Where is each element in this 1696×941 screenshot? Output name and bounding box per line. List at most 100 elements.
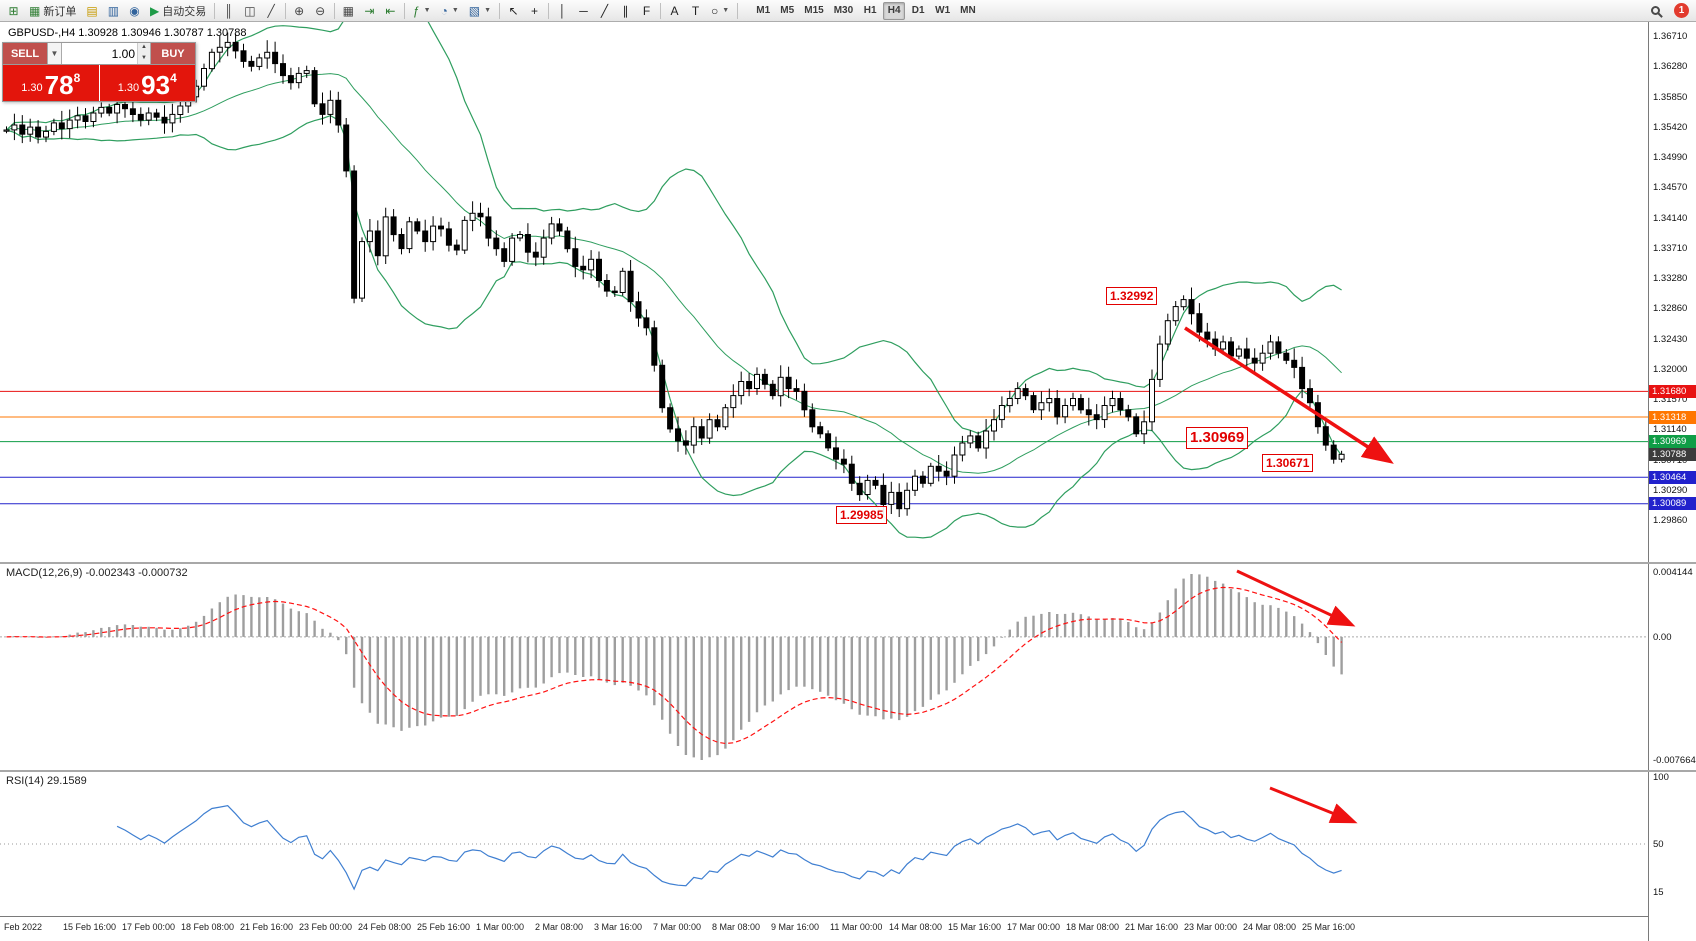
text-label-icon: T bbox=[691, 3, 700, 18]
buy-button[interactable]: BUY bbox=[151, 43, 195, 64]
text-label-button[interactable]: T bbox=[686, 2, 705, 20]
timeframe-h4-button[interactable]: H4 bbox=[883, 1, 906, 20]
tile-windows-button[interactable]: ▦ bbox=[339, 2, 358, 20]
volume-decrement-button[interactable]: ▼ bbox=[138, 53, 150, 64]
buy-price-display[interactable]: 1.30 93 4 bbox=[99, 65, 195, 101]
time-axis-label: 17 Feb 00:00 bbox=[122, 922, 176, 932]
axis-label: 1.36280 bbox=[1653, 61, 1688, 73]
chart-shift-button[interactable]: ⇤ bbox=[381, 2, 400, 20]
crosshair-button[interactable]: + bbox=[525, 2, 544, 20]
text-button[interactable]: A bbox=[665, 2, 684, 20]
sell-price-figure: 1.30 bbox=[21, 82, 43, 94]
volume-dropdown[interactable]: ▼ bbox=[47, 43, 62, 64]
periods-button[interactable]: ◔ ▼ bbox=[437, 2, 463, 20]
rsi-panel: RSI(14) 29.1589 bbox=[0, 772, 1648, 916]
equidistant-channel-button[interactable]: ∥ bbox=[616, 2, 635, 20]
time-axis-label: 14 Mar 08:00 bbox=[889, 922, 943, 932]
price-axis[interactable]: 1.36710 1.36280 1.35850 1.35420 1.34990 1.345… bbox=[1648, 22, 1696, 941]
axis-label: 1.30290 bbox=[1653, 484, 1688, 496]
volume-input[interactable] bbox=[62, 43, 137, 64]
indicators-icon: ƒ bbox=[412, 3, 420, 18]
auto-scroll-button[interactable]: ⇥ bbox=[360, 2, 379, 20]
toolbar-separator bbox=[548, 2, 550, 19]
search-icon bbox=[1651, 6, 1660, 15]
candlestick-chart-button[interactable]: ◫ bbox=[240, 2, 259, 20]
cursor-button[interactable]: ↖ bbox=[504, 2, 523, 20]
macd-indicator-label: MACD(12,26,9) -0.002343 -0.000732 bbox=[6, 567, 188, 579]
notification-badge[interactable]: 1 bbox=[1674, 3, 1689, 18]
sell-price-pips: 78 bbox=[44, 70, 74, 100]
fibonacci-button[interactable]: F bbox=[637, 2, 656, 20]
search-button[interactable] bbox=[1646, 2, 1665, 20]
sell-button[interactable]: SELL bbox=[3, 43, 47, 64]
rsi-indicator-label: RSI(14) 29.1589 bbox=[6, 775, 87, 787]
periods-icon: ◔ bbox=[440, 3, 448, 18]
time-axis-label: 8 Mar 08:00 bbox=[712, 922, 761, 932]
timeframe-m15-button[interactable]: M15 bbox=[804, 5, 824, 16]
current-price-tag: 1.30788 bbox=[1649, 447, 1696, 461]
price-annotation[interactable]: 1.32992 bbox=[1106, 287, 1158, 305]
zoom-out-button[interactable]: ⊖ bbox=[311, 2, 330, 20]
time-axis-label: 24 Feb 08:00 bbox=[358, 922, 412, 932]
templates-button[interactable]: ▧ ▼ bbox=[465, 2, 495, 20]
time-axis-label: 25 Feb 16:00 bbox=[417, 922, 471, 932]
timeframe-m1-button[interactable]: M1 bbox=[756, 5, 771, 16]
new-order-button[interactable]: ▦ 新订单 bbox=[25, 2, 80, 20]
axis-label: 1.32000 bbox=[1653, 363, 1688, 375]
timeframe-m30-button[interactable]: M30 bbox=[833, 5, 854, 16]
timeframe-w1-button[interactable]: W1 bbox=[935, 5, 951, 16]
new-order-label: 新订单 bbox=[43, 5, 77, 18]
axis-label: 15 bbox=[1653, 886, 1664, 898]
timeframe-m5-button[interactable]: M5 bbox=[780, 5, 795, 16]
axis-label: 1.29860 bbox=[1653, 515, 1688, 526]
macd-panel-divider[interactable] bbox=[0, 562, 1696, 564]
time-axis-label: 1 Mar 00:00 bbox=[476, 922, 525, 932]
zoom-in-button[interactable]: ⊕ bbox=[290, 2, 309, 20]
axis-label: 0.004144 bbox=[1653, 567, 1693, 578]
time-axis[interactable]: Feb 2022 15 Feb 16:00 17 Feb 00:00 18 Feb 0… bbox=[0, 916, 1648, 941]
time-axis-label: 23 Mar 00:00 bbox=[1184, 922, 1238, 932]
profiles-button[interactable]: ▤ bbox=[82, 2, 101, 20]
price-chart-canvas[interactable] bbox=[0, 22, 1648, 562]
buy-price-point: 4 bbox=[170, 71, 177, 85]
macd-panel: MACD(12,26,9) -0.002343 -0.000732 bbox=[0, 564, 1648, 770]
horizontal-line-button[interactable]: ─ bbox=[574, 2, 593, 20]
chevron-down-icon: ▼ bbox=[484, 7, 492, 14]
macd-chart-canvas[interactable] bbox=[0, 564, 1648, 770]
axis-label: 1.35420 bbox=[1653, 121, 1688, 133]
toolbar-separator bbox=[737, 2, 739, 19]
axis-label: 1.34570 bbox=[1653, 182, 1688, 194]
volume-increment-button[interactable]: ▲ bbox=[138, 43, 150, 54]
time-axis-label: Feb 2022 bbox=[4, 922, 43, 932]
new-chart-button[interactable]: ⊞ bbox=[4, 2, 23, 20]
axis-label: 1.35850 bbox=[1653, 91, 1688, 103]
axis-label: 1.36710 bbox=[1653, 31, 1688, 42]
timeframe-mn-button[interactable]: MN bbox=[960, 5, 976, 16]
bar-chart-button[interactable]: ║ bbox=[219, 2, 238, 20]
strategy-tester-button[interactable]: ◉ bbox=[125, 2, 144, 20]
price-annotation[interactable]: 1.30671 bbox=[1262, 454, 1314, 472]
line-chart-button[interactable]: ╱ bbox=[262, 2, 281, 20]
timeframe-d1-button[interactable]: D1 bbox=[911, 5, 925, 16]
auto-scroll-icon: ⇥ bbox=[364, 3, 375, 18]
zoom-out-icon: ⊖ bbox=[315, 3, 326, 18]
toolbar-separator bbox=[284, 2, 286, 19]
terminal-button[interactable]: ▥ bbox=[104, 2, 123, 20]
indicators-button[interactable]: ƒ ▼ bbox=[409, 2, 435, 20]
vertical-line-icon: │ bbox=[558, 3, 567, 18]
trendline-button[interactable]: ╱ bbox=[595, 2, 614, 20]
autotrading-label: 自动交易 bbox=[162, 5, 207, 18]
axis-label: 100 bbox=[1653, 772, 1669, 783]
rsi-panel-divider[interactable] bbox=[0, 770, 1696, 772]
shapes-button[interactable]: ○ ▼ bbox=[707, 2, 733, 20]
profiles-icon: ▤ bbox=[86, 3, 98, 18]
sell-price-display[interactable]: 1.30 78 8 bbox=[3, 65, 99, 101]
autotrading-button[interactable]: ▶ 自动交易 bbox=[146, 2, 210, 20]
price-annotation[interactable]: 1.30969 bbox=[1186, 427, 1249, 449]
rsi-chart-canvas[interactable] bbox=[0, 772, 1648, 916]
templates-icon: ▧ bbox=[468, 3, 481, 18]
autotrading-icon: ▶ bbox=[150, 3, 160, 18]
price-annotation[interactable]: 1.29985 bbox=[836, 506, 888, 524]
timeframe-h1-button[interactable]: H1 bbox=[863, 5, 877, 16]
vertical-line-button[interactable]: │ bbox=[553, 2, 572, 20]
